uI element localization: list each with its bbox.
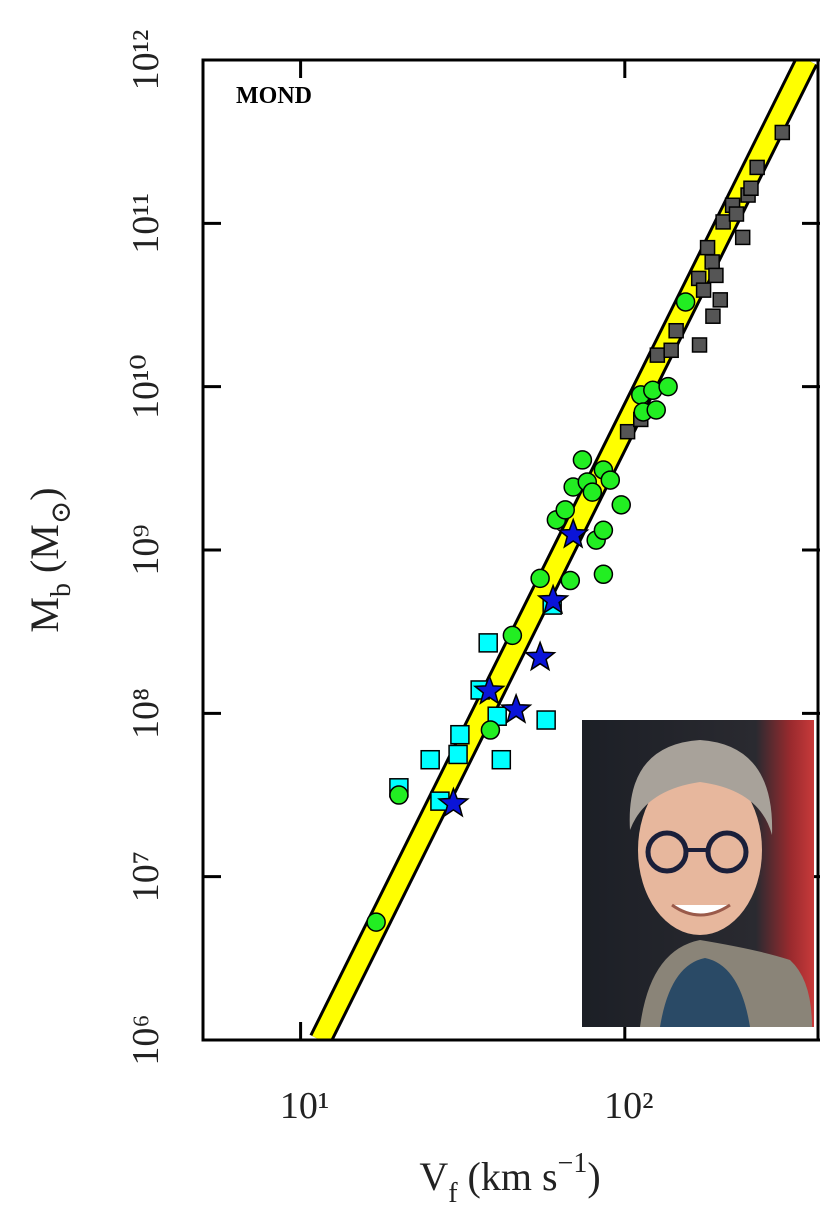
point [668, 322, 684, 339]
point [420, 749, 440, 770]
x-tick-label: 10² [604, 1085, 653, 1127]
y-tick-label: 10⁷ [125, 851, 167, 902]
point [491, 749, 512, 770]
point [646, 400, 666, 420]
x-label-part: V [419, 1154, 448, 1199]
point [734, 229, 751, 246]
point [691, 337, 708, 353]
point [582, 482, 603, 502]
plot-area [309, 60, 818, 1040]
y-tick-label: 10⁶ [125, 1014, 167, 1065]
point [658, 376, 678, 397]
point [480, 720, 501, 740]
point [600, 470, 621, 490]
point [705, 308, 721, 324]
point [560, 570, 581, 591]
x-axis-label: Vf (km s−1) [419, 1148, 600, 1208]
point [502, 625, 523, 646]
point [611, 495, 631, 515]
point [478, 633, 498, 653]
point [712, 292, 729, 308]
point [663, 342, 679, 359]
point [450, 724, 470, 745]
annotation: MOND [236, 83, 312, 109]
x-label-part: f [448, 1178, 458, 1208]
y-axis-label: Mb (M⊙) [22, 487, 77, 632]
y-tick-label: 10¹¹ [125, 193, 167, 254]
y-tick-label: 10⁹ [125, 524, 167, 575]
x-label-part: (km s [458, 1154, 558, 1199]
x-label-part: −1 [558, 1148, 588, 1179]
point [366, 912, 386, 932]
point [699, 239, 716, 256]
point [774, 124, 791, 141]
point [749, 159, 765, 176]
point [593, 564, 614, 585]
y-label-part: b [46, 583, 77, 597]
point [556, 517, 590, 549]
y-label-part: (M [22, 524, 67, 583]
point [743, 180, 759, 196]
y-tick-label: 10¹⁰ [125, 354, 167, 419]
point [437, 786, 470, 818]
point [530, 568, 550, 589]
point [619, 423, 636, 440]
point [536, 583, 570, 615]
y-label-part: M [22, 597, 67, 633]
point [593, 520, 614, 541]
point [389, 785, 409, 805]
y-label-part: ) [22, 487, 67, 500]
point [675, 292, 696, 312]
point [572, 450, 593, 470]
point [536, 710, 556, 730]
inset-photo [582, 720, 814, 1027]
x-label-part: ) [587, 1154, 600, 1199]
y-tick-label: 10⁸ [125, 688, 167, 739]
point [448, 744, 468, 765]
point [499, 692, 533, 724]
point [728, 206, 745, 222]
point [715, 214, 731, 230]
point [649, 347, 666, 363]
point [472, 673, 506, 705]
y-tick-label: 10¹² [125, 30, 167, 91]
point [708, 267, 724, 284]
x-tick-label: 10¹ [280, 1085, 329, 1127]
point [704, 254, 720, 270]
point [523, 640, 557, 672]
point [555, 500, 575, 520]
point [695, 282, 712, 298]
y-label-part: ⊙ [46, 501, 77, 524]
